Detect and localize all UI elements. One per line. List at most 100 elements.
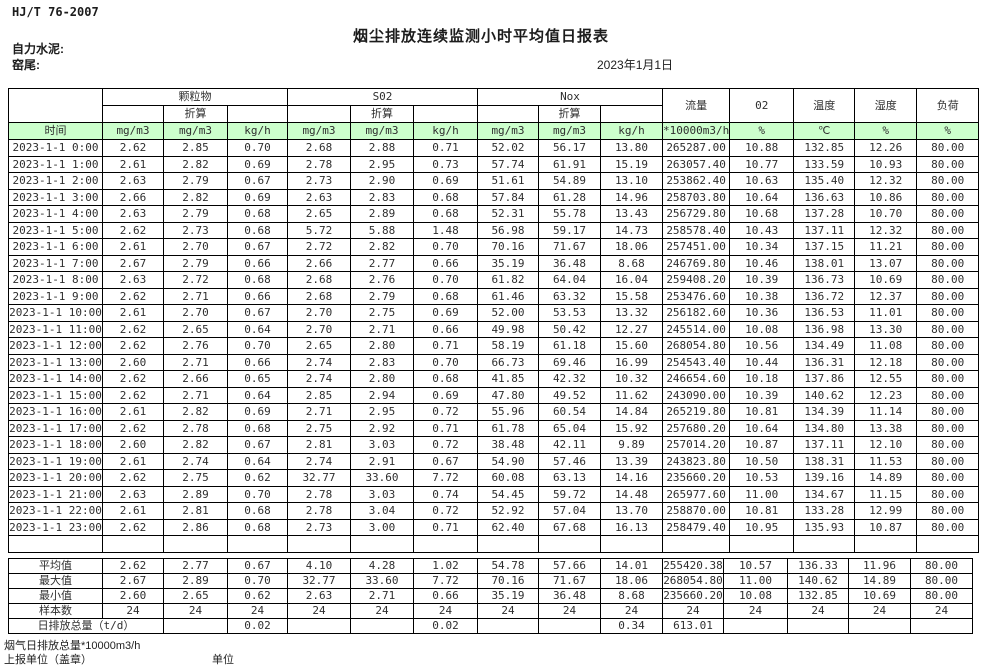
data-cell: 0.71	[413, 419, 478, 437]
daily-total-cell: 0.34	[600, 618, 663, 634]
summary-cell: 2.67	[102, 573, 164, 589]
daily-total-cell	[723, 618, 788, 634]
summary-cell: 18.06	[600, 573, 663, 589]
empty-cell	[287, 535, 351, 553]
data-cell: 2.77	[350, 254, 414, 272]
data-cell: 2.72	[287, 238, 351, 256]
data-cell: 2.80	[350, 370, 414, 388]
data-cell: 47.80	[477, 386, 539, 404]
data-cell: 10.86	[854, 188, 918, 206]
data-cell: 133.28	[793, 502, 856, 520]
data-cell: 2.70	[287, 304, 351, 322]
unit-header: mg/m3	[163, 122, 228, 140]
data-cell: 245514.00	[661, 320, 731, 338]
data-cell: 57.04	[538, 502, 601, 520]
data-cell: 13.70	[600, 502, 663, 520]
table-row: 2023-1-1 4:00 2.63 2.79 0.68 2.65 2.89 0.68 52.…	[8, 205, 980, 223]
summary-cell: 0.66	[413, 588, 478, 604]
data-cell: 80.00	[916, 485, 980, 503]
data-cell: 3.00	[350, 518, 414, 536]
data-cell: 80.00	[916, 287, 980, 305]
data-cell: 2.75	[350, 304, 414, 322]
data-cell: 259408.20	[661, 271, 731, 289]
unit-header: %	[916, 122, 980, 140]
report-unit-label: 上报单位（盖章）	[4, 654, 92, 666]
data-cell: 0.71	[413, 518, 478, 536]
table-row: 2023-1-1 2:00 2.63 2.79 0.67 2.73 2.90 0.69 51.…	[8, 172, 980, 190]
converted-header: 折算	[538, 105, 601, 123]
data-cell: 2.82	[163, 403, 228, 421]
data-cell: 0.70	[413, 238, 478, 256]
summary-cell: 57.66	[538, 558, 601, 574]
data-cell: 42.32	[538, 370, 601, 388]
summary-cell: 268054.80	[662, 573, 724, 589]
data-cell: 63.32	[538, 287, 601, 305]
group-header: Nox	[477, 88, 663, 106]
time-cell: 2023-1-1 5:00	[8, 221, 103, 239]
summary-cell: 255420.38	[662, 558, 724, 574]
data-cell: 10.08	[729, 320, 795, 338]
data-cell: 0.69	[413, 386, 478, 404]
data-cell: 258870.00	[661, 502, 731, 520]
data-cell: 41.85	[477, 370, 539, 388]
data-cell: 2.73	[163, 221, 228, 239]
time-cell: 2023-1-1 10:00	[8, 304, 103, 322]
data-cell: 10.64	[729, 188, 795, 206]
summary-row: 最小值 2.60 2.65 0.62 2.63 2.71 0.66 35.19 36.48 8.6…	[8, 588, 973, 604]
time-cell: 2023-1-1 6:00	[8, 238, 103, 256]
data-cell: 0.70	[413, 271, 478, 289]
data-cell: 69.46	[538, 353, 601, 371]
summary-label: 样本数	[8, 603, 103, 619]
sub-header-blank	[227, 105, 288, 123]
data-cell: 35.19	[477, 254, 539, 272]
table-header: 颗粒物 S02 Nox 流量 02 温度 湿度 负荷 折算 折算 折算 时间 mg/m3 mg/m3 kg/…	[8, 88, 980, 140]
param-header: 02	[729, 88, 795, 123]
summary-cell: 7.72	[413, 573, 478, 589]
summary-cell: 24	[102, 603, 164, 619]
data-cell: 2.74	[287, 370, 351, 388]
time-cell: 2023-1-1 4:00	[8, 205, 103, 223]
summary-cell: 11.00	[723, 573, 788, 589]
monitoring-table: 颗粒物 S02 Nox 流量 02 温度 湿度 负荷 折算 折算 折算 时间 mg/m3 mg/m3 kg/…	[8, 88, 980, 553]
data-cell: 2.66	[163, 370, 228, 388]
data-cell: 10.38	[729, 287, 795, 305]
summary-cell: 0.67	[227, 558, 288, 574]
data-cell: 0.66	[227, 254, 288, 272]
data-cell: 10.39	[729, 386, 795, 404]
data-cell: 10.81	[729, 502, 795, 520]
summary-cell: 24	[600, 603, 663, 619]
data-cell: 11.00	[729, 485, 795, 503]
data-cell: 258479.40	[661, 518, 731, 536]
data-cell: 2.62	[102, 320, 164, 338]
data-cell: 12.32	[854, 172, 918, 190]
data-cell: 11.15	[854, 485, 918, 503]
data-cell: 80.00	[916, 502, 980, 520]
data-cell: 263057.40	[661, 155, 731, 173]
company-name: 自力水泥:	[12, 42, 64, 56]
data-cell: 2.82	[350, 238, 414, 256]
summary-cell: 24	[350, 603, 414, 619]
data-cell: 2.61	[102, 403, 164, 421]
data-cell: 139.16	[793, 469, 856, 487]
data-cell: 134.67	[793, 485, 856, 503]
data-cell: 2.71	[350, 320, 414, 338]
data-cell: 0.68	[227, 518, 288, 536]
time-cell: 2023-1-1 2:00	[8, 172, 103, 190]
data-cell: 2.61	[102, 155, 164, 173]
data-cell: 136.31	[793, 353, 856, 371]
data-cell: 3.03	[350, 436, 414, 454]
data-cell: 0.68	[227, 221, 288, 239]
data-cell: 243823.80	[661, 452, 731, 470]
data-cell: 0.64	[227, 320, 288, 338]
data-cell: 0.70	[227, 485, 288, 503]
summary-cell: 1.02	[413, 558, 478, 574]
data-cell: 13.32	[600, 304, 663, 322]
data-cell: 0.71	[413, 139, 478, 157]
time-cell: 2023-1-1 7:00	[8, 254, 103, 272]
data-cell: 10.32	[600, 370, 663, 388]
table-row: 2023-1-1 21:00 2.63 2.89 0.70 2.78 3.03 0.74 54…	[8, 485, 980, 503]
time-cell: 2023-1-1 16:00	[8, 403, 103, 421]
data-cell: 13.38	[854, 419, 918, 437]
daily-total-cell: 613.01	[662, 618, 724, 634]
data-cell: 80.00	[916, 205, 980, 223]
